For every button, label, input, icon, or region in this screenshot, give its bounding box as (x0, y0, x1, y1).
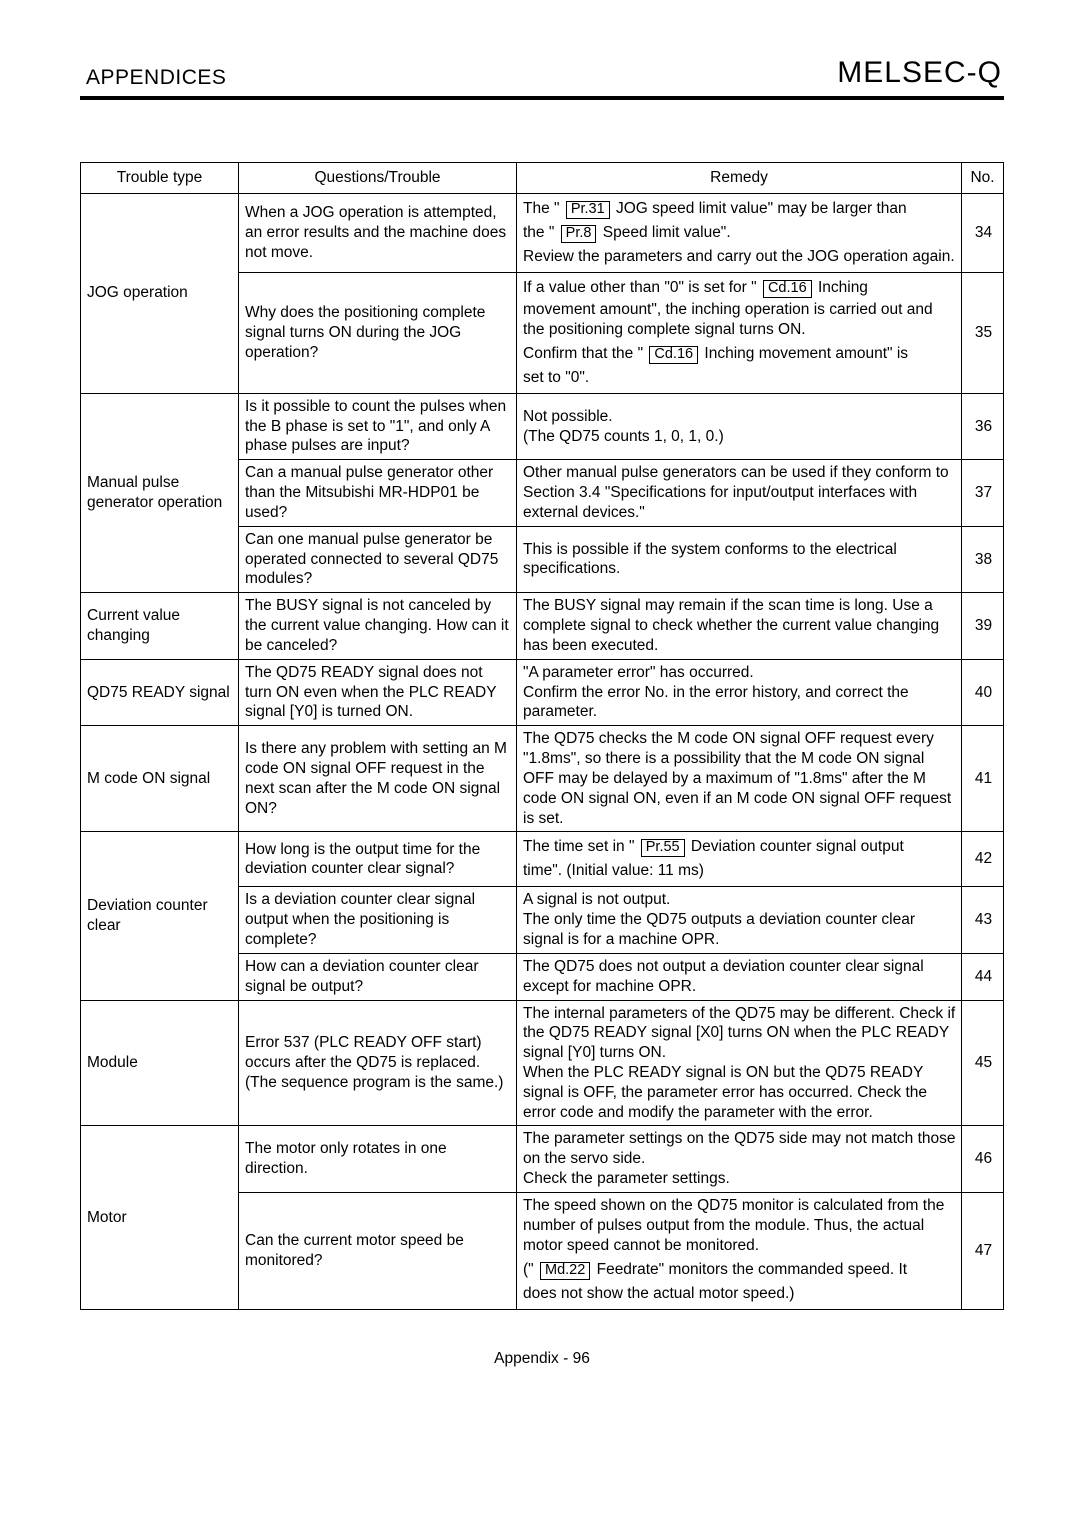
remedy-text: movement amount", the inching operation … (523, 300, 957, 340)
table-row: Current value changing The BUSY signal i… (81, 593, 1004, 659)
page-footer: Appendix - 96 (80, 1350, 1004, 1368)
type-cell: Motor (81, 1126, 239, 1309)
remedy-cell: Not possible. (The QD75 counts 1, 0, 1, … (517, 393, 962, 459)
type-cell: M code ON signal (81, 726, 239, 832)
header-right: MELSEC-Q (837, 56, 1004, 90)
col-type-header: Trouble type (81, 163, 239, 194)
col-no-header: No. (962, 163, 1004, 194)
no-cell: 40 (962, 659, 1004, 725)
no-cell: 38 (962, 526, 1004, 592)
question-cell: Is it possible to count the pulses when … (239, 393, 517, 459)
col-question-header: Questions/Trouble (239, 163, 517, 194)
no-cell: 34 (962, 193, 1004, 272)
param-box: Cd.16 (649, 346, 698, 364)
page-header: APPENDICES MELSEC-Q (80, 56, 1004, 90)
remedy-cell: This is possible if the system conforms … (517, 526, 962, 592)
type-cell: QD75 READY signal (81, 659, 239, 725)
no-cell: 36 (962, 393, 1004, 459)
type-cell: Current value changing (81, 593, 239, 659)
no-cell: 41 (962, 726, 1004, 832)
question-cell: Can one manual pulse generator be operat… (239, 526, 517, 592)
remedy-text: Review the parameters and carry out the … (523, 247, 955, 267)
no-cell: 46 (962, 1126, 1004, 1192)
table-row: Module Error 537 (PLC READY OFF start) o… (81, 1000, 1004, 1126)
remedy-text: set to "0". (523, 368, 589, 388)
trouble-table: Trouble type Questions/Trouble Remedy No… (80, 162, 1004, 1310)
remedy-cell: A signal is not output. The only time th… (517, 887, 962, 953)
remedy-cell: The speed shown on the QD75 monitor is c… (517, 1192, 962, 1309)
question-cell: Can the current motor speed be monitored… (239, 1192, 517, 1309)
remedy-cell: The QD75 checks the M code ON signal OFF… (517, 726, 962, 832)
question-cell: Why does the positioning complete signal… (239, 272, 517, 393)
remedy-text: Inching (814, 279, 868, 296)
remedy-text: Confirm that the " (523, 345, 647, 362)
no-cell: 47 (962, 1192, 1004, 1309)
remedy-text: JOG speed limit value" may be larger tha… (612, 200, 907, 217)
remedy-text: Inching movement amount" is (700, 345, 908, 362)
remedy-cell: The QD75 does not output a deviation cou… (517, 953, 962, 1000)
param-box: Pr.8 (561, 225, 597, 243)
question-cell: How can a deviation counter clear signal… (239, 953, 517, 1000)
remedy-text: (" (523, 1261, 538, 1278)
question-cell: Can a manual pulse generator other than … (239, 460, 517, 526)
remedy-cell: If a value other than "0" is set for " C… (517, 272, 962, 393)
type-cell: Deviation counter clear (81, 832, 239, 1000)
no-cell: 35 (962, 272, 1004, 393)
no-cell: 37 (962, 460, 1004, 526)
question-cell: The motor only rotates in one direction. (239, 1126, 517, 1192)
remedy-cell: The parameter settings on the QD75 side … (517, 1126, 962, 1192)
remedy-text: Feedrate" monitors the commanded speed. … (592, 1261, 907, 1278)
remedy-cell: The BUSY signal may remain if the scan t… (517, 593, 962, 659)
remedy-text: The speed shown on the QD75 monitor is c… (523, 1196, 957, 1255)
remedy-text: time". (Initial value: 11 ms) (523, 861, 704, 881)
param-box: Md.22 (540, 1262, 590, 1280)
question-cell: The BUSY signal is not canceled by the c… (239, 593, 517, 659)
question-cell: When a JOG operation is attempted, an er… (239, 193, 517, 272)
remedy-cell: The time set in " Pr.55 Deviation counte… (517, 832, 962, 887)
no-cell: 45 (962, 1000, 1004, 1126)
param-box: Cd.16 (763, 280, 812, 298)
type-cell: JOG operation (81, 193, 239, 393)
question-cell: Is there any problem with setting an M c… (239, 726, 517, 832)
table-row: JOG operation When a JOG operation is at… (81, 193, 1004, 272)
no-cell: 44 (962, 953, 1004, 1000)
type-cell: Manual pulse generator operation (81, 393, 239, 592)
question-cell: Is a deviation counter clear signal outp… (239, 887, 517, 953)
col-remedy-header: Remedy (517, 163, 962, 194)
header-left: APPENDICES (80, 66, 226, 90)
table-row: Deviation counter clear How long is the … (81, 832, 1004, 887)
table-row: Motor The motor only rotates in one dire… (81, 1126, 1004, 1192)
remedy-text: the " (523, 224, 559, 241)
param-box: Pr.31 (566, 201, 610, 219)
remedy-cell: The " Pr.31 JOG speed limit value" may b… (517, 193, 962, 272)
question-cell: The QD75 READY signal does not turn ON e… (239, 659, 517, 725)
no-cell: 43 (962, 887, 1004, 953)
header-rule (80, 96, 1004, 100)
remedy-text: If a value other than "0" is set for " (523, 279, 761, 296)
table-header-row: Trouble type Questions/Trouble Remedy No… (81, 163, 1004, 194)
remedy-cell: The internal parameters of the QD75 may … (517, 1000, 962, 1126)
remedy-cell: "A parameter error" has occurred. Confir… (517, 659, 962, 725)
no-cell: 39 (962, 593, 1004, 659)
table-row: M code ON signal Is there any problem wi… (81, 726, 1004, 832)
question-cell: How long is the output time for the devi… (239, 832, 517, 887)
table-row: QD75 READY signal The QD75 READY signal … (81, 659, 1004, 725)
question-cell: Error 537 (PLC READY OFF start) occurs a… (239, 1000, 517, 1126)
remedy-text: The time set in " (523, 838, 639, 855)
table-row: Manual pulse generator operation Is it p… (81, 393, 1004, 459)
remedy-cell: Other manual pulse generators can be use… (517, 460, 962, 526)
param-box: Pr.55 (641, 839, 685, 857)
remedy-text: Speed limit value". (598, 224, 730, 241)
remedy-text: The " (523, 200, 564, 217)
remedy-text: Deviation counter signal output (687, 838, 904, 855)
type-cell: Module (81, 1000, 239, 1126)
remedy-text: does not show the actual motor speed.) (523, 1284, 794, 1304)
no-cell: 42 (962, 832, 1004, 887)
